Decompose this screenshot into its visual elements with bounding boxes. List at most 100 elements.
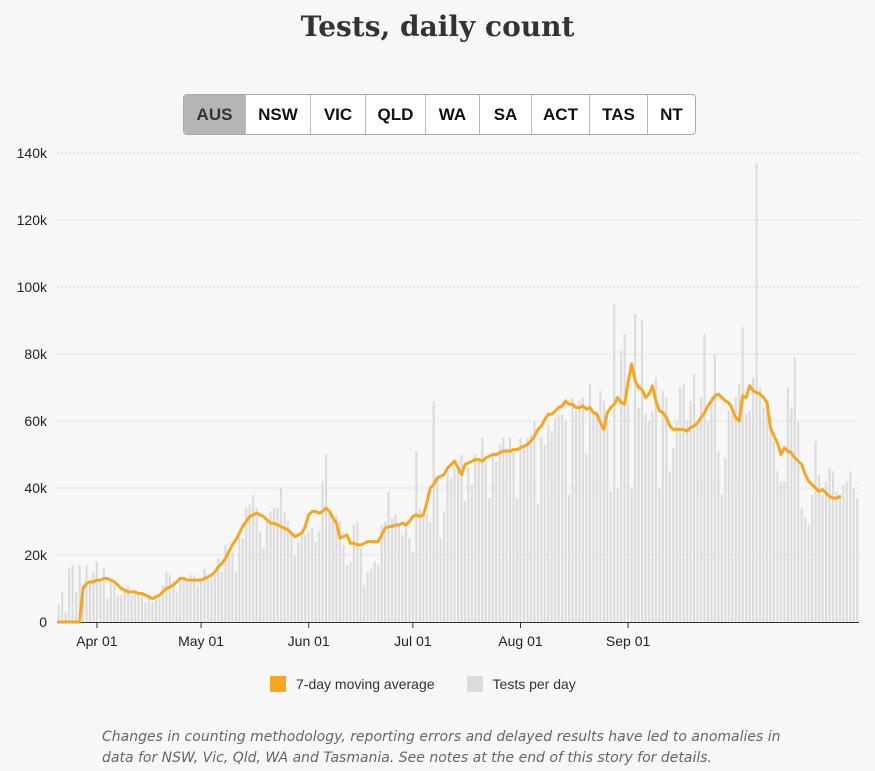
bar [512, 451, 515, 622]
bar [731, 404, 734, 622]
bar [130, 595, 133, 622]
bar [772, 441, 776, 622]
bar [359, 548, 362, 622]
bar [106, 598, 109, 622]
bar [696, 424, 699, 622]
bar [432, 400, 435, 622]
tab-vic[interactable]: VIC [310, 95, 365, 134]
bar [661, 390, 664, 622]
legend-item-avg: 7-day moving average [270, 676, 435, 692]
bar [460, 454, 463, 622]
bar [686, 421, 689, 622]
bar [210, 578, 213, 622]
bar [467, 467, 470, 622]
bar [95, 561, 99, 622]
bar [318, 531, 321, 622]
bar [370, 568, 373, 622]
bar [776, 471, 779, 622]
tab-tas[interactable]: TAS [589, 95, 647, 134]
bar [717, 451, 720, 622]
bar [779, 481, 782, 622]
bar [335, 514, 338, 622]
bar [599, 390, 602, 622]
bar [769, 431, 772, 622]
legend-swatch-bars [466, 676, 483, 692]
bar [283, 511, 286, 622]
bar [814, 441, 817, 622]
bar [175, 591, 178, 622]
bar [540, 437, 543, 622]
tab-sa[interactable]: SA [479, 95, 531, 134]
tab-aus[interactable]: AUS [184, 95, 245, 134]
legend-label-bars: Tests per day [492, 676, 576, 692]
tab-wa[interactable]: WA [425, 95, 479, 134]
bar [390, 518, 394, 622]
tab-act[interactable]: ACT [531, 95, 589, 134]
bar [102, 568, 105, 622]
bar [384, 521, 387, 622]
bar [304, 534, 307, 622]
bar [401, 534, 404, 622]
x-tick-label: Jul 01 [394, 633, 432, 649]
bar [668, 471, 671, 622]
tab-nsw[interactable]: NSW [245, 95, 310, 134]
bar [581, 397, 585, 622]
bar [689, 400, 692, 622]
bar [849, 471, 852, 622]
y-tick-label: 140k [17, 145, 48, 161]
bar [349, 561, 352, 622]
bar [738, 384, 741, 622]
bar [352, 524, 355, 622]
bar [88, 581, 92, 622]
bar [568, 494, 571, 622]
bar [543, 444, 546, 622]
bar [682, 384, 685, 622]
bar [724, 457, 727, 622]
bar [786, 387, 789, 622]
bar [259, 531, 262, 622]
bar [592, 414, 595, 622]
bar [491, 454, 494, 622]
bar [78, 565, 81, 622]
bar [752, 377, 755, 622]
bar [134, 591, 137, 622]
bar [217, 558, 220, 622]
bar [439, 538, 442, 622]
bar [720, 494, 723, 622]
bar [172, 581, 175, 622]
tab-qld[interactable]: QLD [365, 95, 425, 134]
legend: 7-day moving average Tests per day [270, 676, 608, 692]
bar [509, 437, 512, 622]
chart-title: Tests, daily count [300, 10, 575, 43]
bar [182, 578, 185, 622]
bar [595, 410, 598, 622]
bar [418, 508, 421, 622]
bar [453, 467, 456, 622]
bar [140, 591, 144, 622]
bar [85, 565, 88, 622]
bar [168, 575, 171, 622]
tests-chart: 0 20k 40k 60k 80k 100k 120k 140k Apr 01 May 01 Jun… [17, 145, 859, 649]
bar [290, 534, 293, 622]
bar [179, 581, 182, 622]
bar [120, 595, 123, 622]
bar [307, 531, 310, 622]
bar [672, 447, 675, 622]
bar [151, 601, 154, 622]
bar [415, 451, 418, 622]
bar [127, 585, 130, 622]
bar [99, 581, 102, 622]
bar [161, 585, 164, 622]
bar [824, 481, 828, 622]
tab-nt[interactable]: NT [647, 95, 695, 134]
bar [394, 514, 397, 622]
y-tick-label: 20k [24, 547, 48, 563]
bar [640, 320, 644, 622]
bar [456, 464, 460, 622]
bar [245, 508, 248, 622]
bar [529, 434, 532, 622]
bar [324, 454, 328, 622]
legend-swatch-avg [270, 676, 286, 692]
x-tick-label: May 01 [178, 633, 224, 649]
bar [793, 357, 796, 622]
